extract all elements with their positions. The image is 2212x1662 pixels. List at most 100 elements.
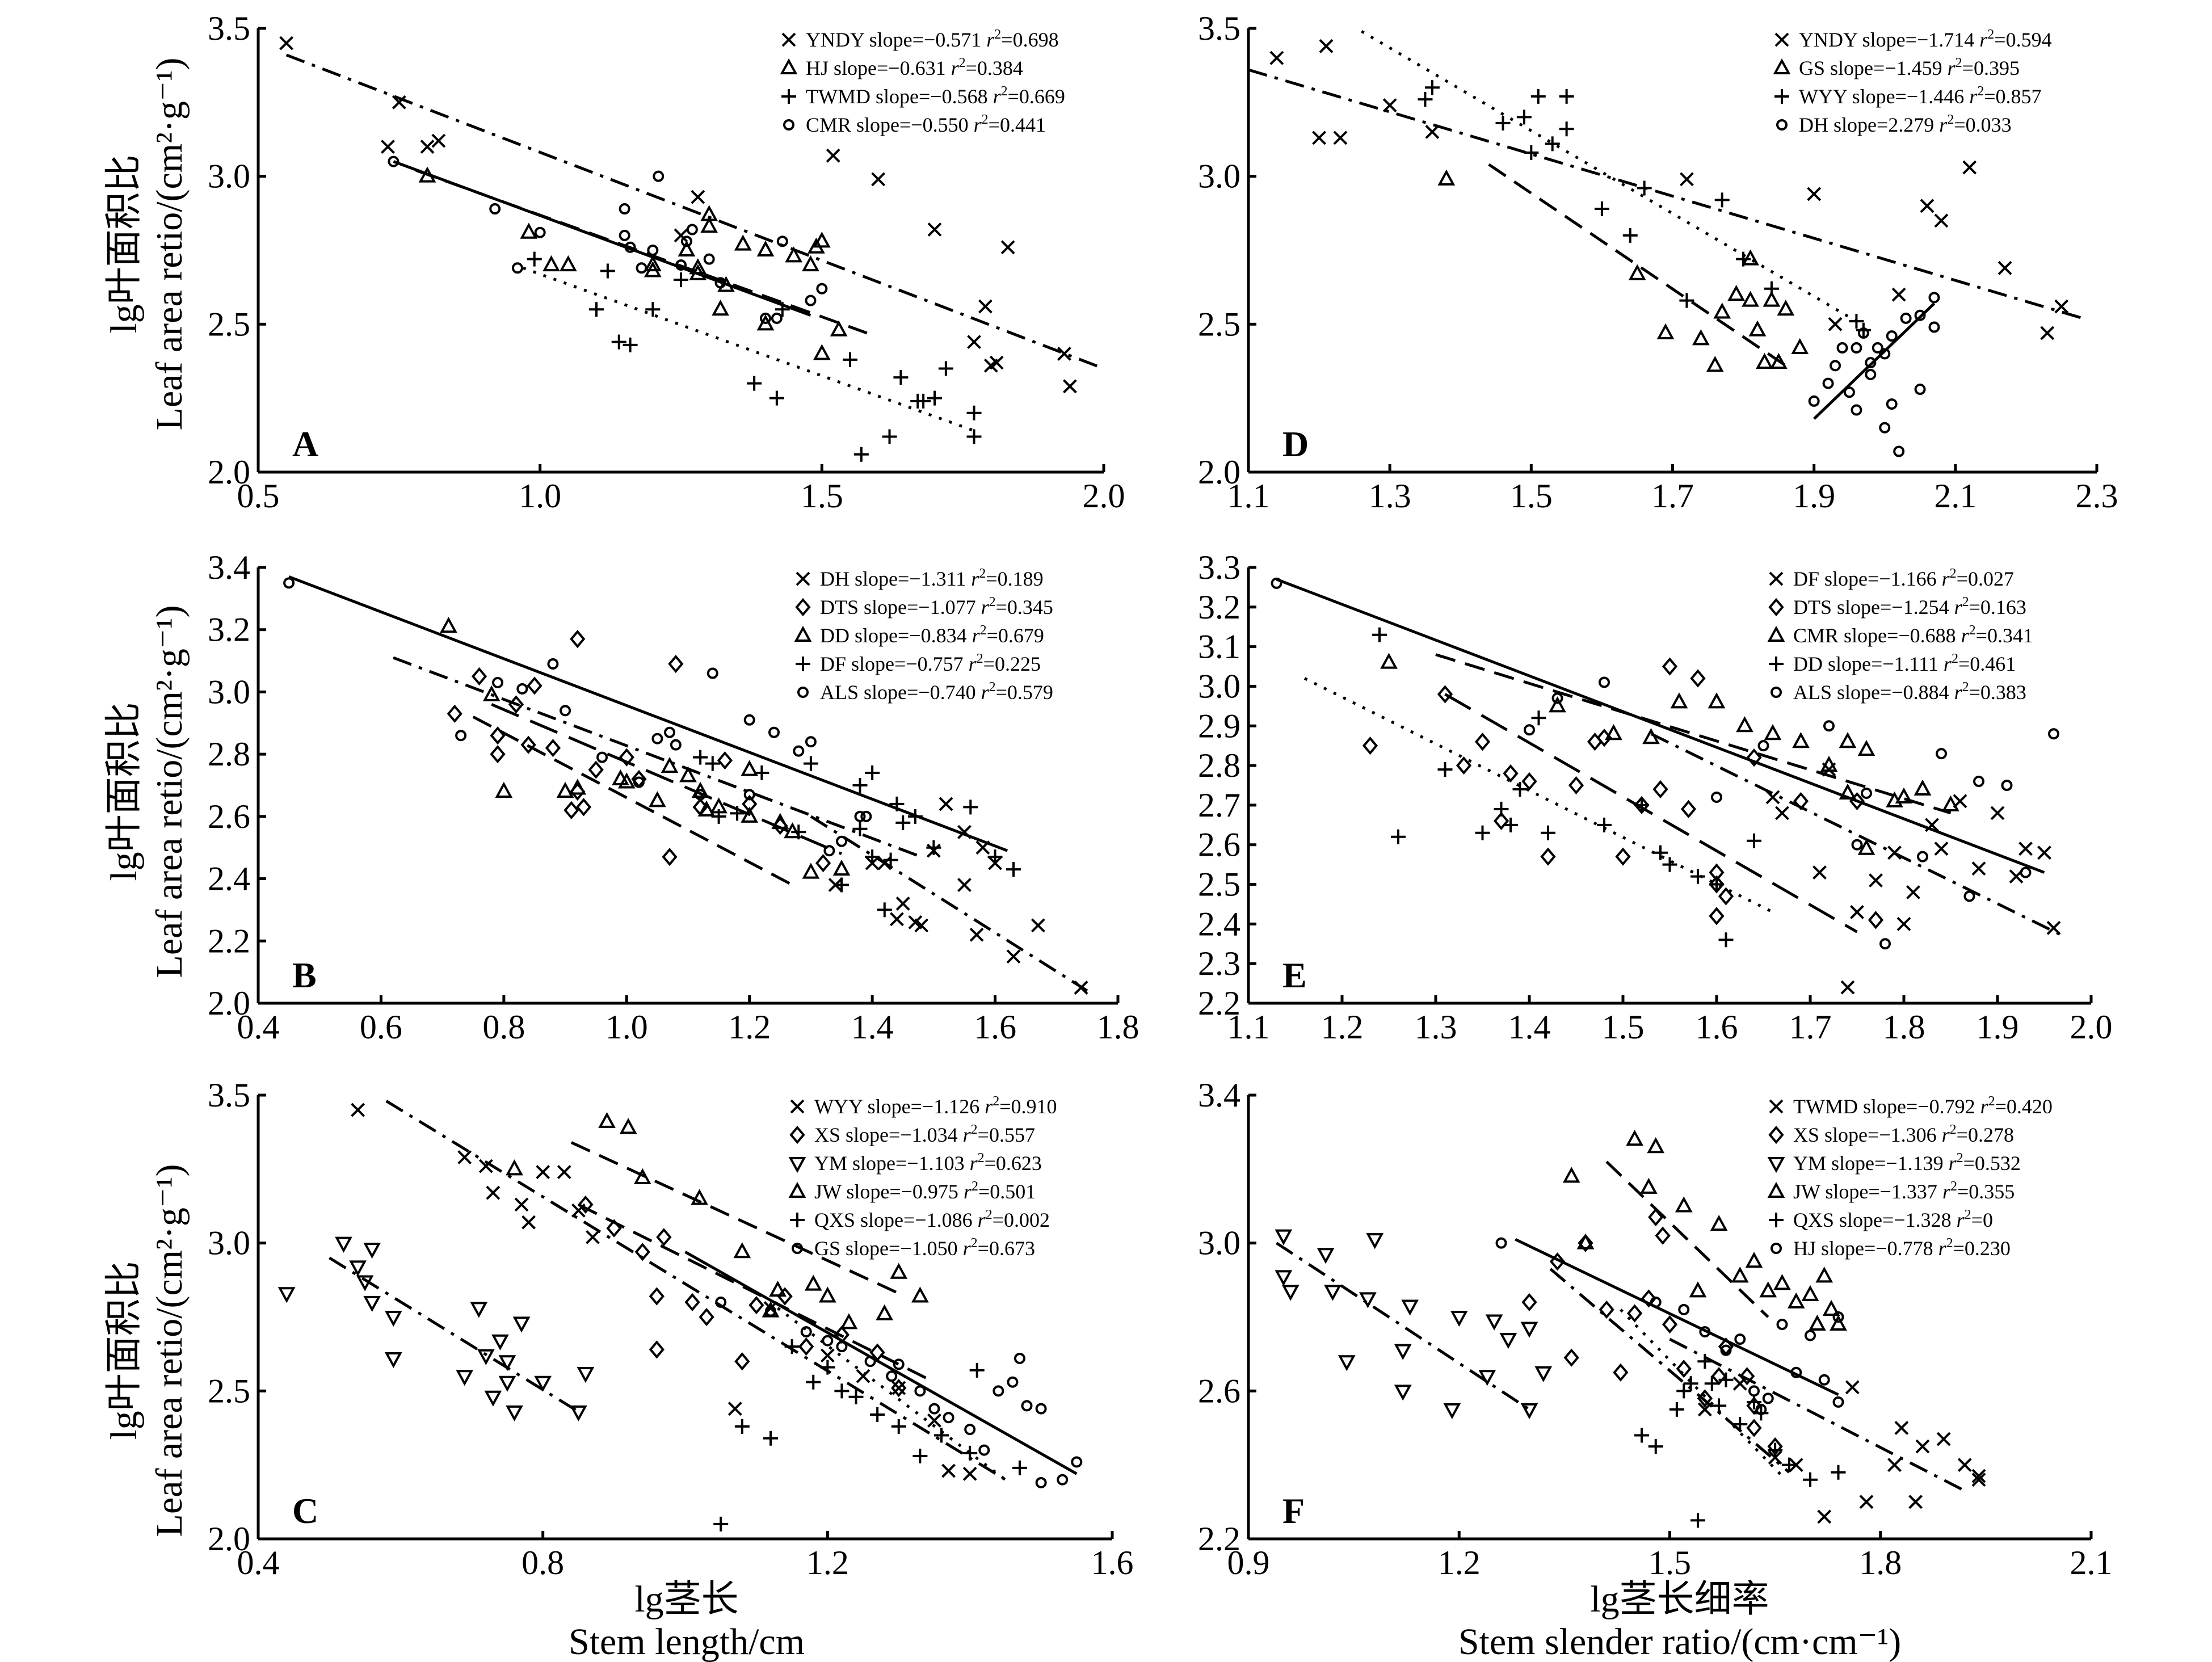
data-point (1895, 787, 1913, 803)
data-point (860, 810, 872, 822)
data-point (482, 685, 501, 701)
legend-label: YM slope=−1.139 r2=0.532 (1793, 1151, 2021, 1175)
data-point (1891, 287, 1906, 302)
data-point (1530, 89, 1546, 104)
legend-entry: ALS slope=−0.740 r2=0.579 (797, 680, 1053, 704)
y-tick-label: 2.6 (1198, 1372, 1240, 1409)
data-point (283, 577, 295, 589)
panel-letter: C (292, 1491, 318, 1531)
data-point (477, 1349, 495, 1365)
data-point (1755, 1403, 1767, 1415)
data-point (1734, 1333, 1746, 1345)
data-point (1474, 733, 1491, 751)
data-point (1906, 885, 1920, 899)
data-point (1057, 1474, 1069, 1486)
data-point (1680, 172, 1694, 187)
data-point (447, 704, 462, 723)
data-point (1768, 1442, 1783, 1458)
data-point (1990, 806, 2005, 821)
data-point (661, 756, 679, 773)
series-als (1271, 577, 2059, 950)
legend-label: QXS slope=−1.086 r2=0.002 (814, 1207, 1050, 1231)
series-dh (1808, 292, 1940, 457)
data-point (769, 1280, 787, 1297)
series-cmr (1380, 653, 1959, 855)
fit-line (684, 1251, 1078, 1475)
data-point (886, 1370, 898, 1382)
panel-letter: E (1282, 955, 1307, 995)
fit-line (1549, 1268, 1790, 1474)
data-point (617, 772, 636, 789)
y-tick-label: 2.5 (208, 1372, 250, 1409)
data-point (962, 1445, 978, 1461)
data-point (619, 203, 630, 215)
data-point (832, 859, 851, 876)
data-point (489, 203, 501, 215)
data-point (1394, 1344, 1412, 1360)
data-point (1627, 1304, 1643, 1323)
data-point (1865, 368, 1877, 380)
series-qxs (1620, 1308, 1846, 1528)
data-point (717, 751, 733, 770)
data-point (1031, 918, 1045, 933)
y-tick-label: 2.5 (208, 305, 250, 343)
data-point (834, 1383, 850, 1399)
data-point (714, 277, 726, 289)
data-point (1391, 829, 1406, 844)
data-point (1424, 80, 1440, 95)
x-tick-label: 1.5 (1602, 1008, 1645, 1046)
data-point (384, 1352, 402, 1369)
data-point (1962, 160, 1977, 175)
legend-entry: DTS slope=−1.077 r2=0.345 (795, 595, 1053, 618)
data-point (836, 1341, 848, 1353)
data-point (1650, 1296, 1662, 1308)
data-point (491, 1334, 509, 1350)
data-point (763, 1430, 778, 1446)
data-point (1014, 1352, 1025, 1364)
x-tick-label: 2.3 (2076, 477, 2118, 515)
data-point (1832, 1396, 1844, 1408)
data-point (1777, 300, 1795, 316)
data-point (1879, 938, 1891, 950)
y-tick-label: 2.8 (208, 735, 250, 773)
data-point (647, 245, 659, 256)
legend-marker (1774, 32, 1789, 47)
x-tick-label: 1.3 (1415, 1008, 1457, 1046)
data-point (1372, 627, 1387, 642)
data-point (1362, 737, 1378, 755)
legend-entry: DTS slope=−1.254 r2=0.163 (1768, 595, 2026, 618)
x-tick-label: 0.9 (1227, 1544, 1270, 1581)
data-point (356, 1275, 374, 1291)
data-point (1662, 857, 1677, 872)
legend-entry: DD slope=−0.834 r2=0.679 (794, 623, 1044, 647)
data-point (1727, 285, 1745, 301)
panel-letter: D (1282, 424, 1309, 464)
legend-entry: WYY slope=−1.126 r2=0.910 (790, 1094, 1057, 1118)
series-qxs (713, 1307, 1027, 1531)
data-point (1747, 1394, 1761, 1409)
data-point (392, 95, 406, 110)
data-point (536, 1165, 550, 1179)
x-tick-label: 1.2 (1321, 1008, 1364, 1046)
data-point (1676, 1360, 1692, 1378)
data-point (1736, 716, 1753, 733)
data-point (611, 334, 626, 350)
data-point (1281, 1285, 1300, 1301)
data-point (1872, 342, 1883, 354)
data-point (734, 234, 752, 251)
data-point (1840, 980, 1855, 995)
data-point (1857, 327, 1869, 339)
legend-entry: DF slope=−1.166 r2=0.027 (1769, 566, 2014, 590)
data-point (1971, 1472, 1986, 1487)
data-point (776, 235, 788, 247)
data-point (498, 1355, 516, 1371)
data-point (852, 821, 868, 836)
data-point (805, 736, 817, 748)
data-point (734, 1419, 750, 1434)
data-point (1493, 811, 1509, 830)
data-point (822, 1335, 834, 1347)
legend-entry: GS slope=−1.050 r2=0.673 (792, 1236, 1035, 1260)
data-point (492, 676, 504, 688)
data-point (1563, 1348, 1579, 1367)
series-hj (1495, 1237, 1844, 1415)
